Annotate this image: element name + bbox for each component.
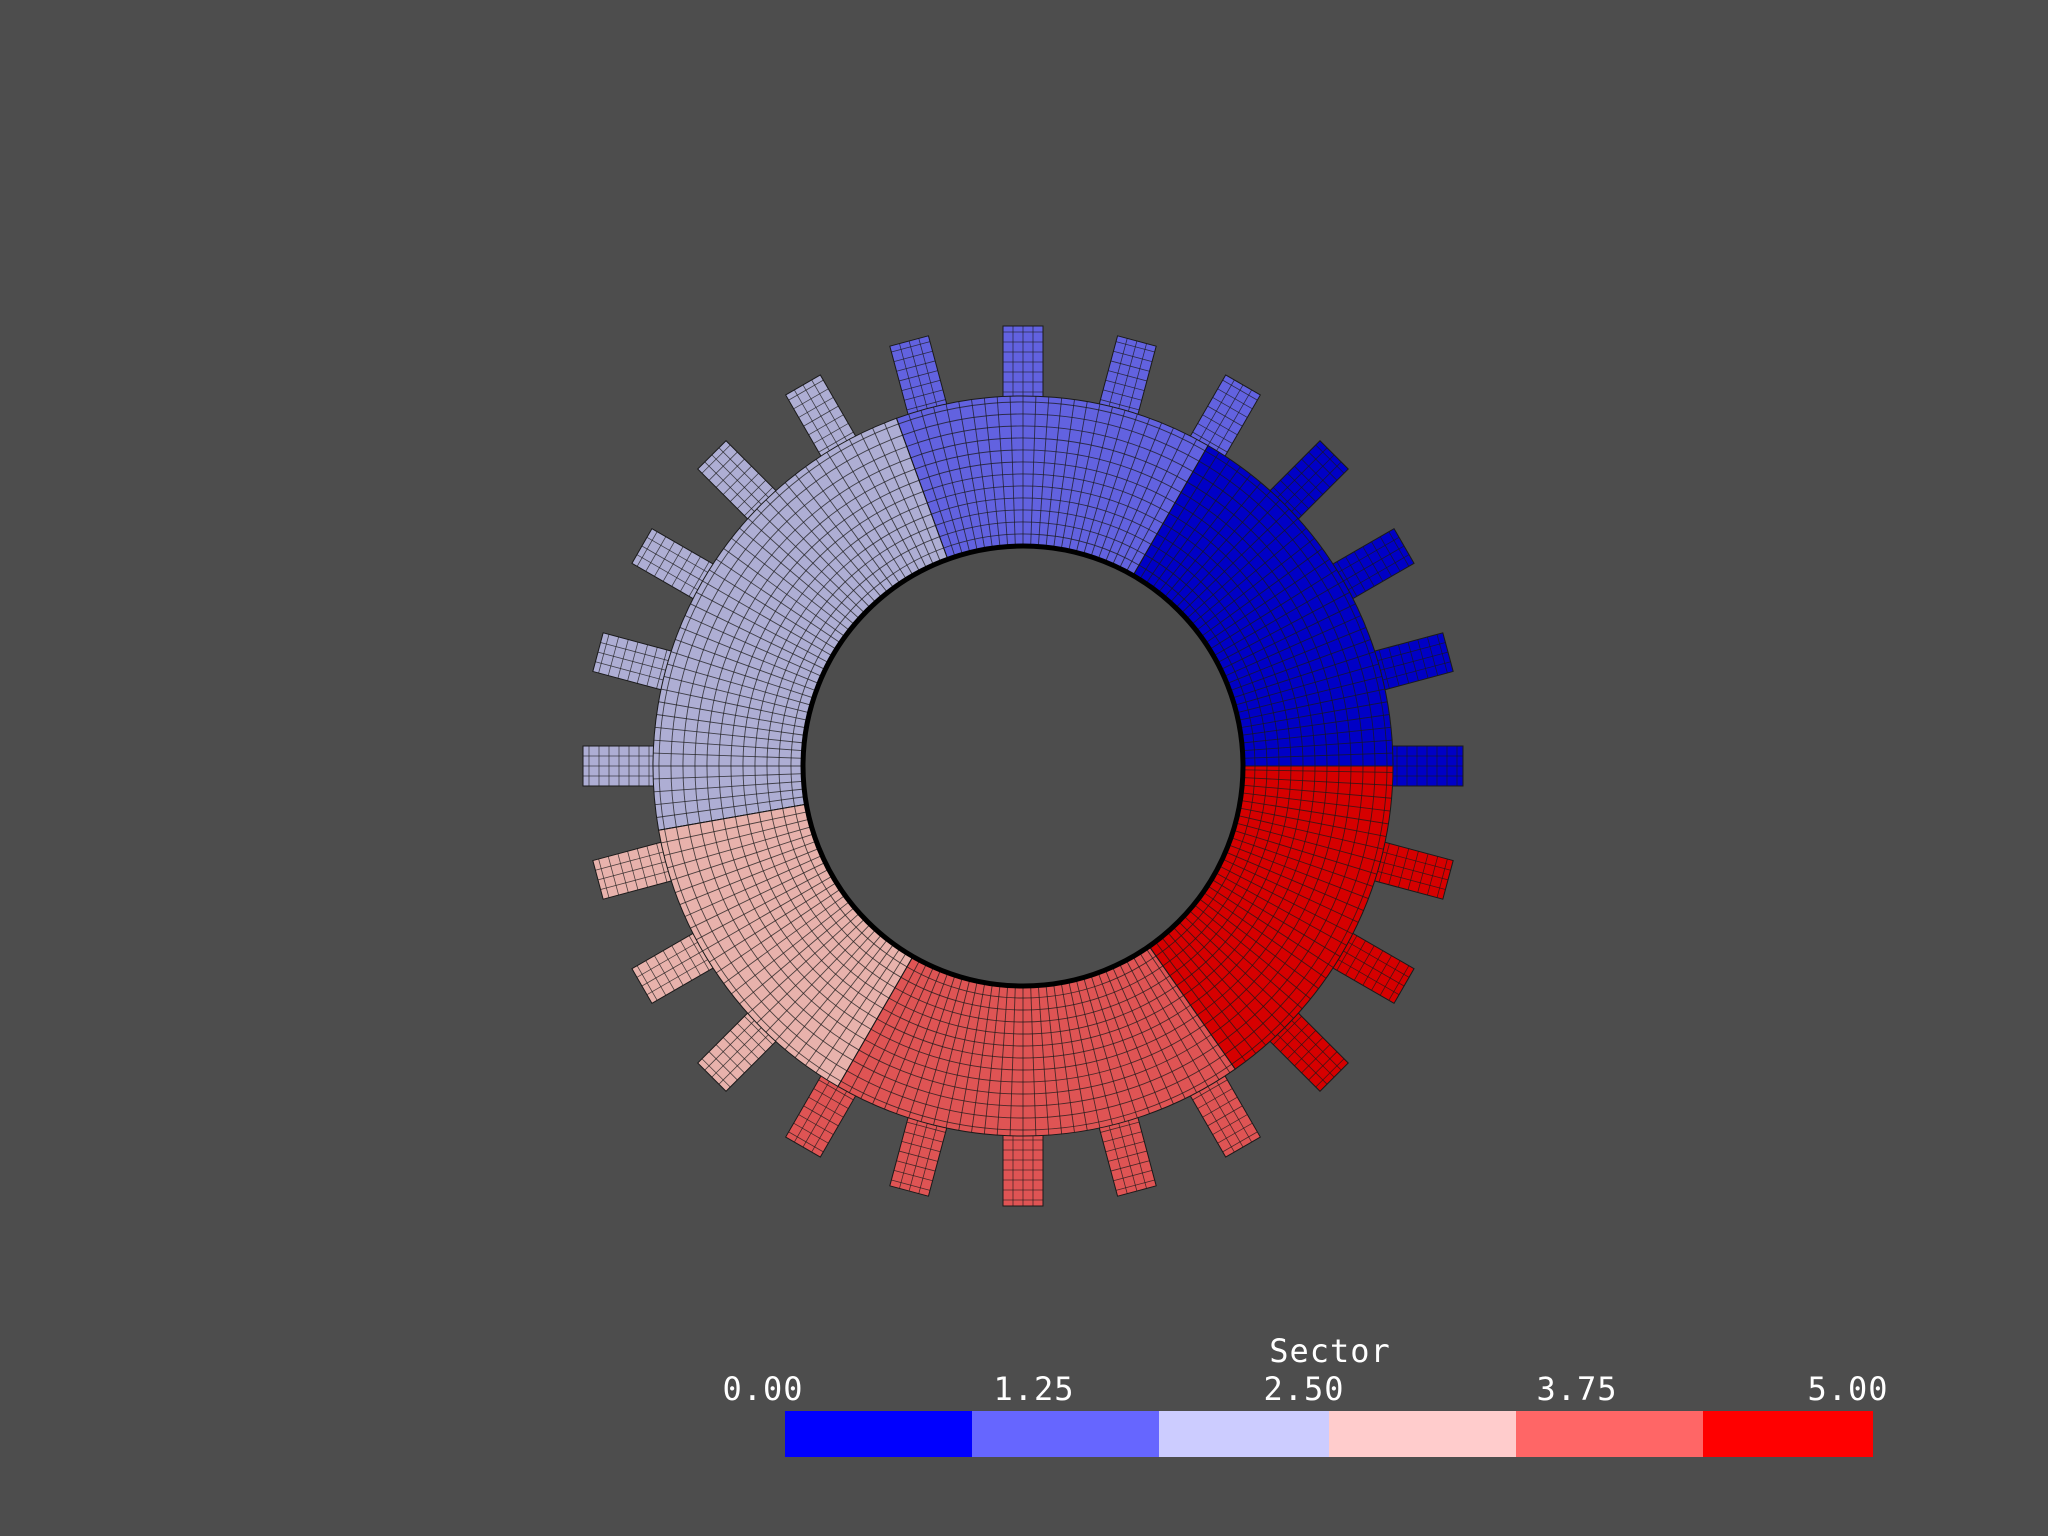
mesh-sector-3 bbox=[658, 803, 914, 1088]
legend-tick-1: 1.25 bbox=[993, 1370, 1075, 1408]
mesh-sector-2 bbox=[652, 417, 949, 831]
blade-1 bbox=[1368, 632, 1454, 692]
legend-bin-3 bbox=[1329, 1411, 1516, 1457]
blade-7 bbox=[889, 335, 949, 421]
legend-tick-3: 3.75 bbox=[1536, 1370, 1618, 1408]
annular-mesh bbox=[582, 325, 1464, 1207]
blade-23 bbox=[1368, 840, 1454, 900]
legend-bin-2 bbox=[1159, 1411, 1329, 1457]
legend-tick-4: 5.00 bbox=[1807, 1370, 1889, 1408]
blade-4 bbox=[1186, 374, 1262, 462]
mesh-sector-4 bbox=[837, 945, 1236, 1137]
blade-3 bbox=[1265, 440, 1349, 524]
mesh-sector-5 bbox=[1148, 765, 1394, 1070]
mesh-sector-1 bbox=[895, 395, 1209, 577]
blade-17 bbox=[889, 1111, 949, 1197]
legend-bin-5 bbox=[1703, 1411, 1873, 1457]
blade-16 bbox=[784, 1070, 860, 1158]
legend-title: Sector bbox=[1269, 1332, 1391, 1370]
blade-6 bbox=[1002, 325, 1044, 403]
legend-bin-0 bbox=[785, 1411, 972, 1457]
inner-bore bbox=[800, 543, 1246, 989]
blade-13 bbox=[592, 840, 678, 900]
blade-22 bbox=[1327, 929, 1415, 1005]
legend-bin-1 bbox=[972, 1411, 1159, 1457]
blade-18 bbox=[1002, 1129, 1044, 1207]
legend-tick-2: 2.50 bbox=[1263, 1370, 1345, 1408]
legend-tick-0: 0.00 bbox=[722, 1370, 804, 1408]
mesh-sector-0 bbox=[1132, 444, 1394, 767]
blade-20 bbox=[1186, 1070, 1262, 1158]
blade-19 bbox=[1097, 1111, 1157, 1197]
legend-colorbar bbox=[785, 1411, 1873, 1457]
blade-9 bbox=[697, 440, 781, 524]
blade-12 bbox=[582, 745, 660, 787]
blade-0 bbox=[1386, 745, 1464, 787]
legend-bin-4 bbox=[1516, 1411, 1703, 1457]
